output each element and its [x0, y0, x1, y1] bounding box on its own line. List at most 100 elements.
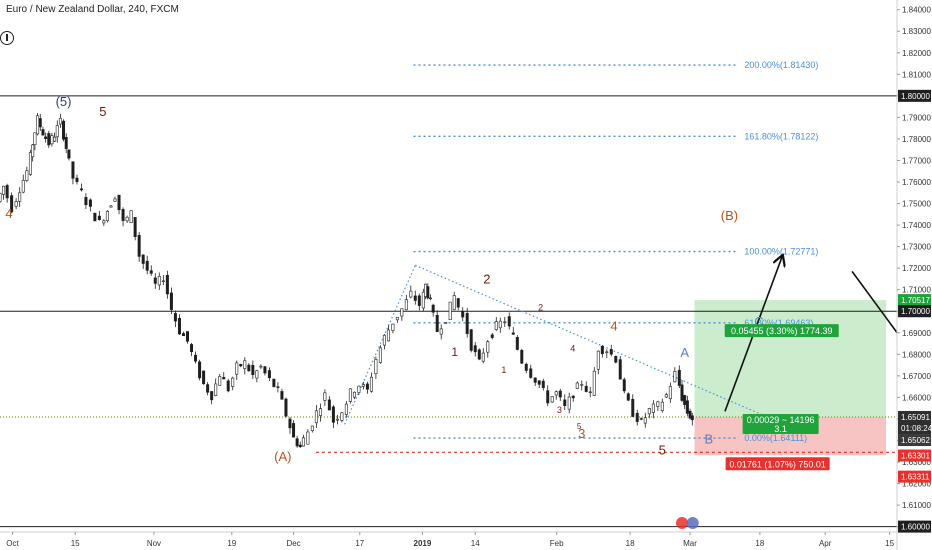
y-tick-label: 1.69000	[902, 329, 931, 338]
candle-body	[33, 132, 37, 145]
candle-body	[465, 313, 469, 334]
x-tick-label: 18	[626, 539, 635, 548]
candle-body	[50, 135, 54, 145]
y-tick-label: 1.68000	[902, 350, 931, 359]
candle-body	[210, 391, 214, 401]
candle-body	[575, 382, 579, 389]
x-tick-label: Mar	[683, 539, 697, 548]
price-badge: 01:08:24	[901, 424, 932, 433]
candle-body	[439, 328, 443, 335]
x-tick-label: Oct	[6, 539, 19, 548]
candle-body	[631, 398, 635, 417]
y-tick-label: 1.67000	[902, 372, 931, 381]
candle-body	[31, 144, 35, 158]
candle-body	[2, 185, 6, 195]
candle-body	[310, 425, 314, 431]
candle-body	[218, 376, 222, 386]
price-badge: 1.60000	[901, 523, 930, 532]
candle-body	[417, 295, 421, 306]
candle-body	[498, 320, 502, 329]
candle-body	[318, 408, 322, 416]
y-tick-label: 1.82000	[902, 49, 931, 58]
wave-label: C	[754, 314, 763, 329]
position-stats-line-1: 0.00029 ~ 14196	[747, 415, 815, 425]
x-tick-label: 15	[71, 539, 80, 548]
wave-label: 3	[578, 426, 585, 441]
candle-body	[660, 401, 664, 411]
candle-body	[426, 286, 430, 299]
candle-body	[117, 194, 121, 211]
fib-label: 61.80%(1.69463)	[744, 318, 813, 328]
candle-body	[306, 431, 310, 445]
fib-label: 200.00%(1.81430)	[744, 60, 818, 70]
candle-body	[181, 333, 185, 337]
price-badge: 1.70000	[901, 307, 930, 316]
candle-body	[503, 321, 507, 323]
position-stats-bg	[742, 413, 819, 434]
candle-body	[643, 417, 647, 424]
candle-body	[507, 316, 511, 327]
wave-label: 5	[577, 422, 582, 431]
candle-body	[558, 390, 562, 398]
candle-body	[409, 290, 413, 298]
price-badge-bg	[898, 305, 931, 318]
y-tick-label: 1.84000	[902, 6, 931, 15]
candle-body	[190, 344, 194, 353]
candle-body	[477, 349, 481, 360]
price-badge-bg	[898, 294, 931, 307]
candle-body	[47, 133, 51, 146]
candle-body	[688, 410, 692, 419]
y-tick-label: 1.62000	[902, 480, 931, 489]
wave-label: 4	[610, 318, 617, 333]
candle-body	[546, 390, 550, 404]
candle-body	[235, 362, 239, 375]
wave-label: 1	[451, 345, 458, 359]
x-tick-label: Apr	[819, 539, 832, 548]
candle-body	[444, 322, 448, 324]
candle-body	[361, 384, 365, 387]
candle-body	[541, 380, 545, 388]
x-tick-label: 18	[755, 539, 764, 548]
candle-body	[352, 391, 356, 398]
wave-label: (B)	[721, 208, 738, 223]
candle-body	[121, 209, 125, 221]
candle-body	[64, 137, 68, 149]
fib-label: 0.00%(1.64111)	[744, 433, 807, 443]
price-badge: 1.70517	[901, 296, 930, 305]
plot-area: 200.00%(1.81430) 161.80%(1.78122) 100.00%(…	[0, 60, 897, 529]
visibility-icon[interactable]	[0, 31, 14, 45]
candle-body	[563, 399, 567, 407]
candle-body	[267, 370, 271, 379]
candle-body	[79, 188, 83, 191]
candle-body	[239, 363, 243, 367]
candle-body	[511, 332, 515, 335]
x-tick-label: 17	[355, 539, 364, 548]
x-tick-label: Dec	[286, 539, 300, 548]
candle-body	[365, 383, 369, 390]
candle-body	[404, 299, 408, 311]
candle-body	[5, 185, 9, 199]
y-tick-label: 1.71000	[902, 286, 931, 295]
candle-body	[651, 403, 655, 413]
candle-body	[226, 380, 230, 392]
candle-body	[395, 316, 399, 321]
candle-body	[214, 383, 218, 396]
candle-body	[97, 215, 101, 221]
profit-label-bg	[724, 324, 839, 338]
x-tick-label: 2019	[414, 539, 432, 548]
candle-body	[301, 437, 305, 447]
candle-body	[255, 370, 259, 379]
candle-body	[537, 380, 541, 385]
candle-body	[421, 291, 425, 309]
candle-body	[413, 295, 417, 301]
candle-body	[284, 398, 288, 417]
candle-body	[529, 368, 533, 378]
candle-body	[605, 351, 609, 353]
candle-body	[635, 412, 639, 422]
candle-body	[222, 377, 226, 380]
candle-body	[452, 295, 456, 310]
candle-body	[276, 386, 280, 388]
wave-label: (A)	[274, 449, 291, 464]
